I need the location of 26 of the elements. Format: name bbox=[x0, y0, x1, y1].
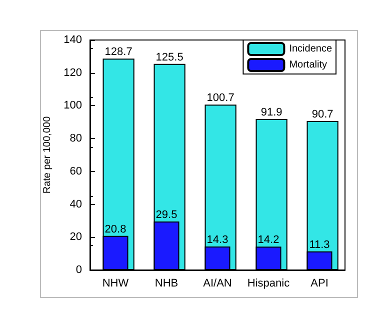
data-label: 91.9 bbox=[260, 106, 282, 119]
y-tick-label: 140 bbox=[64, 34, 82, 46]
y-tick-label: 120 bbox=[64, 66, 82, 79]
y-tick-label: 20 bbox=[70, 231, 82, 244]
x-tick-label: AI/AN bbox=[203, 278, 232, 290]
y-tick-label: 60 bbox=[70, 165, 82, 178]
data-label: 14.3 bbox=[206, 234, 228, 246]
data-label: 90.7 bbox=[312, 108, 334, 120]
data-label: 29.5 bbox=[156, 209, 178, 222]
data-label: 125.5 bbox=[156, 51, 184, 64]
y-tick-label: 40 bbox=[70, 198, 82, 210]
y-tick-label: 0 bbox=[76, 264, 82, 276]
data-label: 14.2 bbox=[258, 234, 280, 246]
y-tick-label: 80 bbox=[70, 132, 82, 145]
y-tick-label: 100 bbox=[64, 100, 82, 112]
y-axis-title: Rate per 100,000 bbox=[42, 116, 54, 194]
x-tick-label: Hispanic bbox=[247, 278, 290, 290]
x-tick-label: API bbox=[310, 278, 328, 290]
x-tick-label: NHW bbox=[102, 278, 130, 290]
data-label: 11.3 bbox=[309, 238, 330, 251]
legend-label: Incidence bbox=[289, 44, 332, 54]
data-label: 100.7 bbox=[206, 92, 234, 104]
x-tick-label: NHB bbox=[154, 278, 178, 290]
data-label: 20.8 bbox=[104, 223, 126, 236]
data-label: 128.7 bbox=[104, 46, 132, 58]
legend-label: Mortality bbox=[289, 60, 327, 70]
